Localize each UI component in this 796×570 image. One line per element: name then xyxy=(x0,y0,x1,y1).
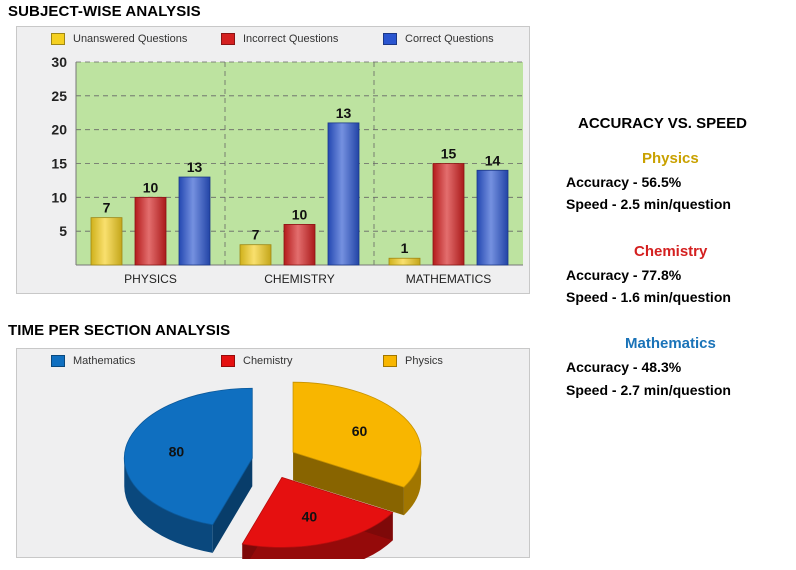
bar-legend-label: Unanswered Questions xyxy=(73,33,188,45)
bar-value-label: 15 xyxy=(441,146,457,162)
pie-legend-item-mathematics: Mathematics xyxy=(51,355,135,367)
pie-legend-item-physics: Physics xyxy=(383,355,443,367)
bar-value-label: 13 xyxy=(187,159,203,175)
physics-speed: Speed - 2.5 min/question xyxy=(566,196,731,212)
mathematics-speed: Speed - 2.7 min/question xyxy=(566,382,731,398)
bar-value-label: 1 xyxy=(401,240,409,256)
bar-mathematics-incorrect-questions xyxy=(432,163,465,266)
pie-legend-swatch xyxy=(221,355,235,367)
pie-chart-panel: Mathematics Chemistry Physics 80 40 60 xyxy=(16,348,530,559)
bar-chart: 5 10 15 20 25 30 7 10 13 PHYSICS 7 10 13 CHEMISTRY 1 15… xyxy=(51,54,523,286)
bar-legend-swatch xyxy=(383,33,397,45)
x-tick-label: CHEMISTRY xyxy=(264,272,334,286)
pie-legend-swatch xyxy=(51,355,65,367)
pie-legend-item-chemistry: Chemistry xyxy=(221,355,293,367)
bar-physics-correct-questions xyxy=(178,176,211,266)
bar-value-label: 10 xyxy=(143,179,159,195)
accuracy-speed-title: ACCURACY VS. SPEED xyxy=(578,115,747,132)
bar-legend-label: Incorrect Questions xyxy=(243,33,339,45)
pie-value-label-mathematics: 80 xyxy=(169,444,185,460)
bar-chart-panel: Unanswered Questions Incorrect Questions C… xyxy=(16,26,530,294)
y-tick-label: 20 xyxy=(51,122,67,138)
pie-legend-label: Chemistry xyxy=(243,355,293,367)
pie-section-title: TIME PER SECTION ANALYSIS xyxy=(8,322,231,339)
bar-value-label: 14 xyxy=(485,152,501,168)
pie-slice-physics xyxy=(292,381,422,488)
pie-legend-label: Mathematics xyxy=(73,355,136,367)
pie-legend-label: Physics xyxy=(405,355,443,367)
pie-legend-swatch xyxy=(383,355,397,367)
bar-physics-unanswered-questions xyxy=(90,217,123,266)
x-tick-label: PHYSICS xyxy=(124,272,177,286)
bar-legend-item-unanswered-questions: Unanswered Questions xyxy=(51,33,187,45)
y-tick-label: 15 xyxy=(51,156,67,172)
bar-value-label: 13 xyxy=(336,105,352,121)
y-tick-label: 5 xyxy=(59,223,67,239)
physics-accuracy: Accuracy - 56.5% xyxy=(566,174,682,190)
subject-name-physics: Physics xyxy=(642,150,699,167)
pie-value-label-physics: 60 xyxy=(352,423,368,439)
pie-slice-chemistry xyxy=(241,476,394,548)
subject-name-mathematics: Mathematics xyxy=(625,335,716,352)
bar-value-label: 10 xyxy=(292,206,308,222)
pie-side-physics xyxy=(403,452,422,516)
y-tick-label: 10 xyxy=(51,189,67,205)
bar-value-label: 7 xyxy=(103,200,111,216)
bar-chemistry-incorrect-questions xyxy=(283,223,316,266)
chemistry-speed: Speed - 1.6 min/question xyxy=(566,289,731,305)
y-tick-label: 25 xyxy=(51,88,67,104)
pie-side-physics-cut xyxy=(293,452,404,516)
pie-chart: 80 40 60 xyxy=(123,381,422,559)
bar-section-title: SUBJECT-WISE ANALYSIS xyxy=(8,3,201,20)
bar-legend-item-incorrect-questions: Incorrect Questions xyxy=(221,33,338,45)
bar-mathematics-unanswered-questions xyxy=(388,257,421,266)
bar-legend-item-correct-questions: Correct Questions xyxy=(383,33,494,45)
subject-name-chemistry: Chemistry xyxy=(634,243,708,260)
chemistry-accuracy: Accuracy - 77.8% xyxy=(566,267,682,283)
y-tick-label: 30 xyxy=(51,54,67,70)
x-tick-label: MATHEMATICS xyxy=(406,272,492,286)
bar-legend-swatch xyxy=(51,33,65,45)
pie-side-mathematics-cut xyxy=(212,458,253,553)
pie-value-label-chemistry: 40 xyxy=(302,509,318,525)
pie-slice-mathematics xyxy=(123,387,253,526)
bar-physics-incorrect-questions xyxy=(134,196,167,266)
pie-side-mathematics xyxy=(124,458,213,553)
bar-legend-swatch xyxy=(221,33,235,45)
bar-chemistry-correct-questions xyxy=(327,122,360,266)
mathematics-accuracy: Accuracy - 48.3% xyxy=(566,359,682,375)
bar-chemistry-unanswered-questions xyxy=(239,244,272,266)
pie-side-chemistry xyxy=(242,512,393,559)
bar-value-label: 7 xyxy=(252,227,260,243)
bar-mathematics-correct-questions xyxy=(476,169,509,266)
bar-legend-label: Correct Questions xyxy=(405,33,494,45)
